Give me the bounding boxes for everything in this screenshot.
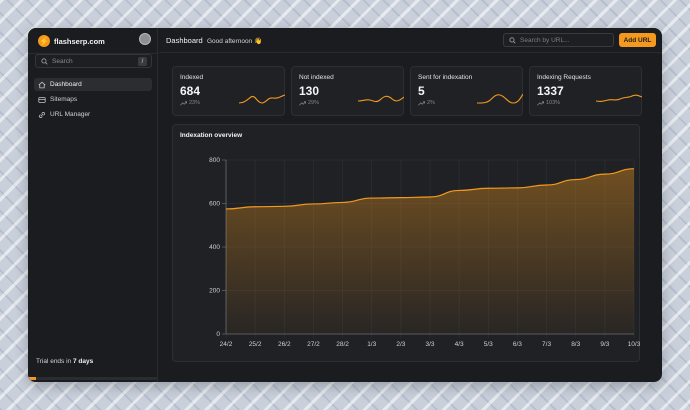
search-input[interactable] xyxy=(52,57,142,65)
stat-value: 5 xyxy=(418,84,425,98)
brand[interactable]: ⚡ flashserp.com xyxy=(38,33,105,49)
stat-label: Not indexed xyxy=(299,74,334,81)
url-search xyxy=(503,33,614,47)
content-layer: Indexed 684 23% Not indexed 130 29% Sent… xyxy=(28,28,662,382)
trial-days: 7 days xyxy=(72,358,94,365)
stat-value: 130 xyxy=(299,84,320,98)
sparkline-chart xyxy=(477,93,523,104)
search-shortcut-key: / xyxy=(138,57,147,66)
y-tick-label: 200 xyxy=(209,288,220,295)
stat-value: 1337 xyxy=(537,84,564,98)
sidebar-item-sitemaps[interactable]: Sitemaps xyxy=(34,93,152,106)
trial-notice: Trial ends in 7 days xyxy=(36,358,93,365)
stat-value: 684 xyxy=(180,84,201,98)
avatar[interactable] xyxy=(139,33,151,45)
sitemap-icon xyxy=(38,96,46,104)
x-tick-label: 3/3 xyxy=(425,341,434,348)
stat-card-sent-for-indexation: Sent for indexation 5 2% xyxy=(410,66,523,116)
x-tick-label: 10/3 xyxy=(628,341,641,348)
x-tick-label: 7/3 xyxy=(542,341,551,348)
trial-progress-fill xyxy=(28,377,36,380)
trend-up-icon xyxy=(418,100,425,105)
stat-card-indexing-requests: Indexing Requests 1337 103% xyxy=(529,66,642,116)
search-icon xyxy=(41,57,48,65)
stat-delta-value: 103% xyxy=(546,100,561,106)
trial-progress-bar xyxy=(28,377,158,380)
stat-label: Indexing Requests xyxy=(537,74,591,81)
chart-title: Indexation overview xyxy=(180,132,243,139)
stat-delta: 2% xyxy=(418,100,435,106)
stat-label: Indexed xyxy=(180,74,204,81)
x-tick-label: 28/2 xyxy=(336,341,349,348)
topbar: Dashboard Good afternoon 👋 Add URL xyxy=(159,28,662,53)
greeting: Good afternoon 👋 xyxy=(207,37,263,45)
x-tick-label: 26/2 xyxy=(278,341,291,348)
y-tick-label: 600 xyxy=(209,201,220,208)
x-tick-label: 24/2 xyxy=(220,341,233,348)
trend-up-icon xyxy=(180,100,187,105)
sidebar-nav: Dashboard Sitemaps URL Manager xyxy=(34,78,152,123)
x-tick-label: 9/3 xyxy=(600,341,609,348)
sidebar-divider xyxy=(28,53,158,54)
sidebar-item-url-manager[interactable]: URL Manager xyxy=(34,108,152,121)
url-search-input[interactable] xyxy=(520,36,610,44)
trend-up-icon xyxy=(537,100,544,105)
indexation-chart: 0 200 400 600 800 24/2 25/2 26/2 27/2 28/2 1/3 2/3 3… xyxy=(209,157,641,348)
page-title: Dashboard xyxy=(166,36,203,45)
y-tick-label: 400 xyxy=(209,244,220,251)
sidebar-search: / xyxy=(35,54,152,68)
y-tick-label: 800 xyxy=(209,157,220,164)
sparkline-chart xyxy=(358,95,404,103)
sidebar-item-label: URL Manager xyxy=(50,111,91,118)
indexation-overview-card: Indexation overview 0 200 400 600 800 24/2 25/… xyxy=(172,124,641,362)
x-tick-label: 8/3 xyxy=(571,341,580,348)
add-url-button[interactable]: Add URL xyxy=(619,33,656,47)
sidebar-item-label: Dashboard xyxy=(50,81,82,88)
stat-label: Sent for indexation xyxy=(418,74,473,81)
stat-delta-value: 29% xyxy=(308,100,320,106)
home-icon xyxy=(38,81,46,89)
stat-delta: 29% xyxy=(299,100,319,106)
x-tick-label: 2/3 xyxy=(396,341,405,348)
stat-delta-value: 2% xyxy=(427,100,435,106)
brand-name: flashserp.com xyxy=(54,36,105,46)
x-tick-label: 6/3 xyxy=(513,341,522,348)
x-tick-label: 1/3 xyxy=(367,341,376,348)
stat-delta: 103% xyxy=(537,100,560,106)
sidebar-item-dashboard[interactable]: Dashboard xyxy=(34,78,152,91)
x-tick-label: 4/3 xyxy=(455,341,464,348)
stat-delta-value: 23% xyxy=(189,100,201,106)
sparkline-chart xyxy=(596,94,642,102)
sidebar-item-label: Sitemaps xyxy=(50,96,78,103)
stat-card-indexed: Indexed 684 23% xyxy=(172,66,285,116)
sidebar: ⚡ flashserp.com / Dashboard xyxy=(28,28,158,382)
trend-up-icon xyxy=(299,100,306,105)
y-tick-label: 0 xyxy=(216,331,220,338)
stat-card-not-indexed: Not indexed 130 29% xyxy=(291,66,404,116)
search-icon xyxy=(509,36,516,44)
lightning-logo-icon: ⚡ xyxy=(38,35,50,47)
chart-line xyxy=(225,168,635,210)
link-icon xyxy=(38,111,46,119)
x-tick-label: 5/3 xyxy=(484,341,493,348)
sparkline-chart xyxy=(239,94,285,104)
x-tick-label: 25/2 xyxy=(249,341,262,348)
chart-area xyxy=(226,168,634,334)
trial-prefix: Trial ends in xyxy=(36,358,73,365)
x-tick-label: 27/2 xyxy=(307,341,320,348)
stat-delta: 23% xyxy=(180,100,200,106)
